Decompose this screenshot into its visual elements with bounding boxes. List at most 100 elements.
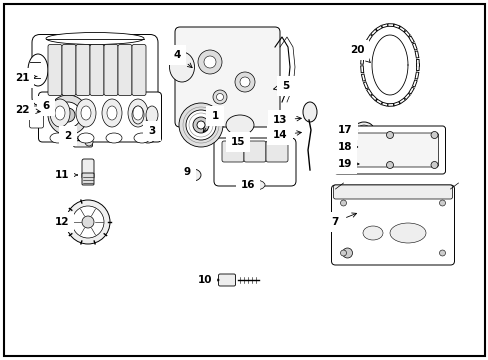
Circle shape bbox=[430, 162, 437, 168]
Circle shape bbox=[185, 110, 216, 140]
FancyBboxPatch shape bbox=[76, 45, 90, 95]
Circle shape bbox=[240, 77, 249, 87]
Text: 21: 21 bbox=[15, 73, 37, 83]
Circle shape bbox=[85, 138, 93, 146]
FancyBboxPatch shape bbox=[334, 126, 445, 174]
Text: 10: 10 bbox=[197, 275, 219, 285]
Circle shape bbox=[66, 200, 110, 244]
Ellipse shape bbox=[50, 133, 66, 143]
Ellipse shape bbox=[146, 106, 158, 124]
Circle shape bbox=[340, 200, 346, 206]
FancyBboxPatch shape bbox=[29, 106, 43, 128]
Circle shape bbox=[82, 216, 94, 228]
Text: 15: 15 bbox=[230, 137, 245, 147]
Circle shape bbox=[341, 162, 348, 168]
Ellipse shape bbox=[355, 142, 369, 152]
Circle shape bbox=[190, 172, 195, 177]
Ellipse shape bbox=[76, 99, 96, 127]
Circle shape bbox=[213, 90, 226, 104]
Circle shape bbox=[235, 72, 254, 92]
FancyBboxPatch shape bbox=[341, 133, 438, 167]
Text: 6: 6 bbox=[42, 101, 55, 112]
Circle shape bbox=[197, 121, 204, 129]
Circle shape bbox=[386, 131, 393, 139]
FancyBboxPatch shape bbox=[73, 137, 92, 147]
Circle shape bbox=[341, 131, 348, 139]
Text: 9: 9 bbox=[183, 167, 190, 177]
Ellipse shape bbox=[55, 106, 65, 120]
FancyBboxPatch shape bbox=[175, 27, 280, 127]
FancyBboxPatch shape bbox=[244, 141, 265, 162]
FancyBboxPatch shape bbox=[82, 159, 94, 179]
Ellipse shape bbox=[128, 99, 148, 127]
Ellipse shape bbox=[50, 99, 70, 127]
Circle shape bbox=[61, 108, 75, 122]
Ellipse shape bbox=[141, 133, 155, 143]
FancyBboxPatch shape bbox=[355, 158, 377, 170]
Circle shape bbox=[439, 200, 445, 206]
Ellipse shape bbox=[362, 226, 382, 240]
Circle shape bbox=[72, 206, 104, 238]
Circle shape bbox=[48, 95, 88, 135]
Circle shape bbox=[216, 94, 223, 100]
Text: 4: 4 bbox=[173, 50, 192, 68]
Circle shape bbox=[439, 250, 445, 256]
Text: 2: 2 bbox=[64, 131, 80, 141]
Ellipse shape bbox=[244, 180, 264, 190]
FancyBboxPatch shape bbox=[222, 141, 244, 162]
Text: 1: 1 bbox=[203, 111, 218, 132]
Circle shape bbox=[357, 160, 365, 168]
Circle shape bbox=[179, 103, 223, 147]
Text: 22: 22 bbox=[15, 105, 40, 115]
Ellipse shape bbox=[78, 133, 94, 143]
FancyBboxPatch shape bbox=[82, 173, 94, 185]
Circle shape bbox=[193, 117, 208, 133]
Circle shape bbox=[342, 248, 352, 258]
Ellipse shape bbox=[357, 125, 369, 135]
Ellipse shape bbox=[81, 106, 91, 120]
FancyBboxPatch shape bbox=[104, 45, 118, 95]
Circle shape bbox=[430, 131, 437, 139]
FancyBboxPatch shape bbox=[32, 35, 158, 105]
Text: 3: 3 bbox=[148, 126, 155, 136]
Ellipse shape bbox=[107, 106, 117, 120]
FancyBboxPatch shape bbox=[331, 185, 453, 265]
Ellipse shape bbox=[106, 133, 122, 143]
Circle shape bbox=[55, 102, 81, 128]
Text: 20: 20 bbox=[349, 45, 369, 63]
FancyBboxPatch shape bbox=[214, 138, 295, 186]
Text: 7: 7 bbox=[331, 213, 356, 227]
Text: 13: 13 bbox=[272, 115, 301, 125]
Text: 14: 14 bbox=[272, 130, 301, 140]
FancyBboxPatch shape bbox=[132, 45, 146, 95]
Ellipse shape bbox=[102, 99, 122, 127]
FancyBboxPatch shape bbox=[265, 141, 287, 162]
Ellipse shape bbox=[184, 169, 201, 181]
FancyBboxPatch shape bbox=[90, 45, 104, 95]
FancyBboxPatch shape bbox=[118, 45, 132, 95]
Text: 16: 16 bbox=[240, 180, 255, 190]
Ellipse shape bbox=[134, 133, 150, 143]
Circle shape bbox=[198, 50, 222, 74]
FancyBboxPatch shape bbox=[48, 45, 62, 95]
Text: 5: 5 bbox=[273, 81, 289, 91]
Ellipse shape bbox=[132, 106, 143, 124]
Ellipse shape bbox=[353, 122, 373, 138]
Text: 19: 19 bbox=[337, 159, 358, 169]
Ellipse shape bbox=[225, 115, 253, 135]
Circle shape bbox=[203, 56, 216, 68]
Text: 17: 17 bbox=[337, 125, 357, 135]
Ellipse shape bbox=[133, 106, 142, 120]
Circle shape bbox=[386, 162, 393, 168]
Text: 18: 18 bbox=[337, 142, 357, 152]
Ellipse shape bbox=[389, 223, 425, 243]
FancyBboxPatch shape bbox=[39, 92, 161, 142]
Circle shape bbox=[340, 250, 346, 256]
Ellipse shape bbox=[28, 54, 48, 86]
Text: 11: 11 bbox=[55, 170, 77, 180]
FancyBboxPatch shape bbox=[218, 274, 235, 286]
Ellipse shape bbox=[169, 52, 194, 82]
Ellipse shape bbox=[46, 32, 143, 45]
FancyBboxPatch shape bbox=[333, 185, 451, 199]
Text: 8: 8 bbox=[344, 139, 351, 149]
